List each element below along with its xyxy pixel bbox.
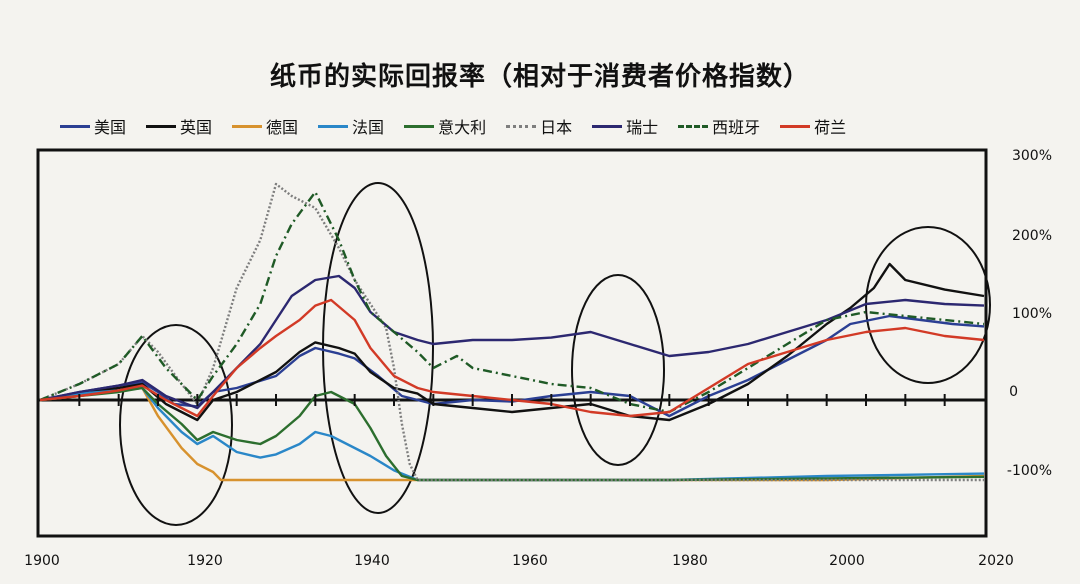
series-line-switzerland [39, 274, 985, 410]
legend-label: 荷兰 [814, 118, 847, 137]
legend-swatch [506, 124, 537, 128]
series-line-japan [39, 182, 984, 482]
chart-title: 纸币的实际回报率（相对于消费者价格指数） [269, 62, 810, 92]
x-tick-2020: 2020 [978, 553, 1014, 569]
plot-frame [36, 148, 988, 538]
legend-label: 英国 [180, 118, 213, 137]
legend-label: 德国 [266, 118, 299, 137]
legend-item-spain: 西班牙 [678, 114, 760, 138]
series-line-spain [39, 190, 985, 414]
y-tick-300: 300% [1011, 148, 1052, 164]
legend-item-switzerland: 瑞士 [592, 114, 658, 138]
x-tick-1900: 1900 [24, 553, 60, 569]
legend-item-japan: 日本 [506, 114, 572, 138]
chart-legend: 美国 英国 德国 法国 意大利 日本 瑞士 西班牙 荷兰 [60, 114, 1060, 138]
x-tick-2000: 2000 [829, 553, 865, 569]
legend-item-italy: 意大利 [404, 114, 486, 138]
zero-axis-ticks [78, 394, 946, 406]
legend-item-france: 法国 [318, 114, 384, 138]
series-line-us [39, 314, 985, 418]
legend-item-netherlands: 荷兰 [780, 114, 846, 138]
legend-swatch [232, 124, 263, 128]
legend-label: 美国 [94, 118, 127, 137]
legend-swatch [678, 124, 709, 128]
legend-swatch [404, 124, 435, 128]
legend-swatch [780, 124, 811, 128]
legend-label: 日本 [540, 118, 573, 137]
y-tick-0: 0 [1009, 384, 1018, 400]
series-lines [39, 182, 985, 482]
legend-item-uk: 英国 [146, 114, 212, 138]
legend-label: 瑞士 [626, 118, 659, 137]
series-line-italy [39, 386, 985, 482]
x-tick-1980: 1980 [672, 553, 708, 569]
legend-swatch [592, 124, 623, 128]
y-tick-100: 100% [1011, 306, 1052, 322]
highlight-ellipse-2 [322, 182, 434, 514]
legend-item-germany: 德国 [232, 114, 298, 138]
legend-swatch [318, 124, 349, 128]
highlight-ellipse-3 [571, 274, 665, 466]
legend-item-us: 美国 [60, 114, 126, 138]
y-tick-neg100: -100% [1006, 463, 1052, 479]
x-tick-1920: 1920 [187, 553, 223, 569]
x-tick-1960: 1960 [512, 553, 548, 569]
legend-swatch [60, 124, 90, 128]
y-tick-200: 200% [1011, 228, 1052, 244]
legend-label: 法国 [352, 118, 385, 137]
legend-label: 西班牙 [712, 118, 761, 137]
series-line-netherlands [39, 298, 985, 418]
legend-label: 意大利 [438, 118, 487, 137]
legend-swatch [146, 124, 177, 128]
x-tick-1940: 1940 [354, 553, 390, 569]
highlight-ellipse-1 [119, 324, 233, 526]
